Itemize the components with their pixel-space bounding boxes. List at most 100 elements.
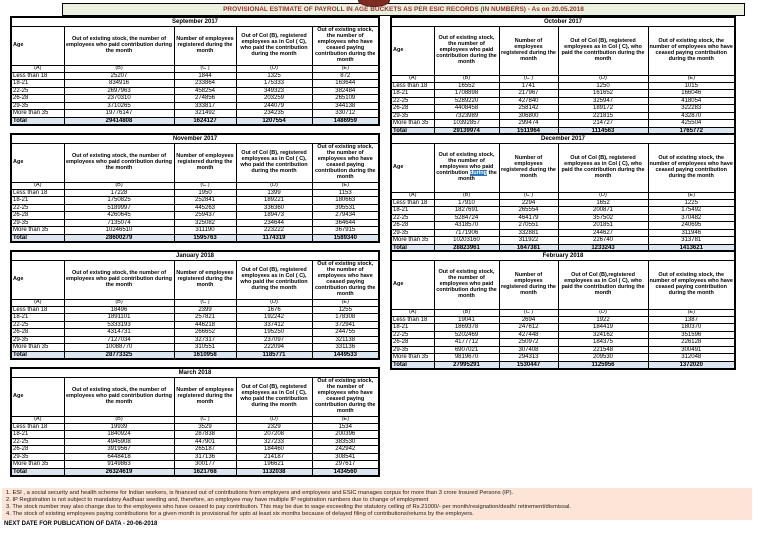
value-cell-d: 195250 bbox=[235, 328, 313, 337]
value-cell-d: 189221 bbox=[235, 196, 313, 205]
age-group-label: 26-28 bbox=[390, 338, 435, 347]
column-letter-d: (D) bbox=[235, 299, 313, 307]
column-header-e: Out of existing stock, the number of emp… bbox=[311, 260, 380, 300]
month-title: February 2018 bbox=[390, 250, 736, 261]
column-letter-d: (D) bbox=[235, 182, 313, 190]
column-letter-d: (D) bbox=[235, 416, 313, 424]
value-cell-e: 166046 bbox=[647, 89, 736, 98]
total-cell-d: 1132038 bbox=[235, 467, 313, 477]
table-row: 29-35 6448418 317136 214187 308541 bbox=[10, 452, 380, 462]
table-row: 26-28 4260645 259437 189473 279434 bbox=[10, 211, 380, 220]
value-cell-d: 1250 bbox=[557, 81, 649, 91]
value-cell-b: 10392857 bbox=[433, 119, 500, 128]
value-cell-b: 1750825 bbox=[63, 196, 175, 205]
value-cell-b: 10203160 bbox=[433, 236, 500, 245]
table-row: More than 35 10246510 311190 223222 367915 bbox=[10, 226, 380, 235]
table-row: 26-28 4177712 250972 184375 226128 bbox=[390, 338, 736, 347]
value-cell-e: 180370 bbox=[647, 323, 736, 332]
value-cell-d: 1325 bbox=[235, 71, 313, 81]
value-cell-b: 25207 bbox=[63, 71, 175, 81]
age-group-label: More than 35 bbox=[10, 343, 65, 352]
table-container-february-2018: February 2018 Age Out of existing stock, t… bbox=[390, 250, 736, 371]
table-row: More than 35 10392857 299474 214727 425504 bbox=[390, 119, 736, 128]
month-title: March 2018 bbox=[10, 367, 380, 378]
value-cell-d: 244627 bbox=[557, 228, 649, 238]
age-group-label: 26-28 bbox=[390, 221, 435, 230]
column-letter-e: (E) bbox=[311, 65, 380, 73]
value-cell-b: 10246510 bbox=[63, 226, 175, 235]
value-cell-c: 333817 bbox=[173, 101, 237, 111]
column-header-e: Out of existing stock, the number of emp… bbox=[311, 26, 380, 66]
age-group-label: Less than 18 bbox=[10, 71, 65, 81]
value-cell-b: 4318570 bbox=[433, 221, 500, 230]
column-header-b: Out of existing stock, the number of emp… bbox=[63, 26, 175, 66]
age-group-label: 26-28 bbox=[10, 445, 65, 454]
column-header-d: Out of Col (B), registered employees as … bbox=[557, 26, 649, 76]
value-cell-e: 312048 bbox=[647, 353, 736, 362]
column-header-b: Out of existing stock, the number of emp… bbox=[63, 377, 175, 417]
value-cell-d: 1922 bbox=[557, 315, 649, 325]
value-cell-e: 180663 bbox=[311, 196, 380, 205]
column-letter-a: (A) bbox=[10, 299, 65, 307]
age-group-label: 18-21 bbox=[390, 89, 435, 98]
total-row: Total 27995291 1530447 1125956 1372020 bbox=[390, 360, 736, 370]
table-container-march-2018: March 2018 Age Out of existing stock, the … bbox=[10, 367, 380, 478]
total-cell-c: 1624127 bbox=[173, 116, 237, 126]
total-cell-e: 1434560 bbox=[311, 467, 380, 477]
column-header-e: Out of existing stock, the number of emp… bbox=[647, 143, 736, 193]
value-cell-d: 1399 bbox=[235, 188, 313, 198]
table-row: 18-21 1869378 247612 184419 180370 bbox=[390, 323, 736, 332]
column-letter-d: (D) bbox=[235, 65, 313, 73]
age-group-label: 26-28 bbox=[390, 104, 435, 113]
total-label: Total bbox=[10, 116, 65, 126]
table-row: 29-35 7135074 325082 234644 364644 bbox=[10, 218, 380, 228]
value-cell-c: 447901 bbox=[173, 437, 237, 447]
age-group-label: 22-25 bbox=[390, 96, 435, 106]
table-row: Less than 18 19041 2694 1922 1387 bbox=[390, 315, 736, 325]
value-cell-b: 5284724 bbox=[433, 213, 500, 223]
footnote-3: 3. The stock number may also change due … bbox=[6, 504, 571, 510]
value-cell-c: 307408 bbox=[498, 345, 559, 355]
value-cell-b: 7135074 bbox=[63, 218, 175, 228]
value-cell-b: 18496 bbox=[63, 305, 175, 315]
value-cell-e: 322283 bbox=[647, 104, 736, 113]
value-cell-e: 331136 bbox=[311, 343, 380, 352]
table-row: 18-21 834916 233864 175333 163644 bbox=[10, 79, 380, 88]
value-cell-c: 458254 bbox=[173, 86, 237, 96]
column-letter-e: (E) bbox=[647, 192, 736, 200]
value-cell-d: 1652 bbox=[557, 198, 649, 208]
value-cell-d: 237097 bbox=[235, 335, 313, 345]
table-row: More than 35 19776147 321492 234235 330712 bbox=[10, 109, 380, 118]
value-cell-c: 217967 bbox=[498, 89, 559, 98]
table-row: 22-25 4945908 447901 327233 383530 bbox=[10, 437, 380, 447]
value-cell-d: 324162 bbox=[557, 330, 649, 340]
table-row: Less than 18 19939 3529 2329 1534 bbox=[10, 422, 380, 432]
age-group-label: 22-25 bbox=[10, 203, 65, 213]
value-cell-e: 240695 bbox=[647, 221, 736, 230]
value-cell-c: 446218 bbox=[173, 320, 237, 330]
value-cell-b: 5333193 bbox=[63, 320, 175, 330]
value-cell-b: 3710265 bbox=[63, 101, 175, 111]
age-group-label: More than 35 bbox=[10, 460, 65, 469]
column-letter-b: (B) bbox=[433, 192, 500, 200]
column-letter-d: (D) bbox=[557, 192, 649, 200]
table-container-october-2017: October 2017 Age Out of existing stock, th… bbox=[390, 16, 736, 137]
value-cell-c: 464179 bbox=[498, 213, 559, 223]
total-cell-c: 1621768 bbox=[173, 467, 237, 477]
column-header-c: Number of employees registered during th… bbox=[173, 26, 237, 66]
column-header-c: Number of employees registered during th… bbox=[173, 377, 237, 417]
value-cell-e: 1534 bbox=[311, 422, 380, 432]
value-cell-e: 308541 bbox=[311, 452, 380, 462]
value-cell-d: 222094 bbox=[235, 343, 313, 352]
table-december-2017: December 2017 Age Out of existing stock, t… bbox=[390, 133, 736, 254]
age-group-label: 22-25 bbox=[10, 86, 65, 96]
value-cell-e: 175492 bbox=[647, 206, 736, 215]
table-row: Less than 18 25207 1844 1325 872 bbox=[10, 71, 380, 81]
value-cell-b: 1840924 bbox=[63, 430, 175, 439]
total-row: Total 28773325 1610958 1185771 1449533 bbox=[10, 350, 380, 360]
table-container-january-2018: January 2018 Age Out of existing stock, th… bbox=[10, 250, 380, 361]
column-header-a: Age bbox=[10, 377, 65, 417]
table-row: 18-21 1891101 257821 192242 178308 bbox=[10, 313, 380, 322]
value-cell-b: 4260645 bbox=[63, 211, 175, 220]
column-letter-c: (C ) bbox=[498, 309, 559, 317]
